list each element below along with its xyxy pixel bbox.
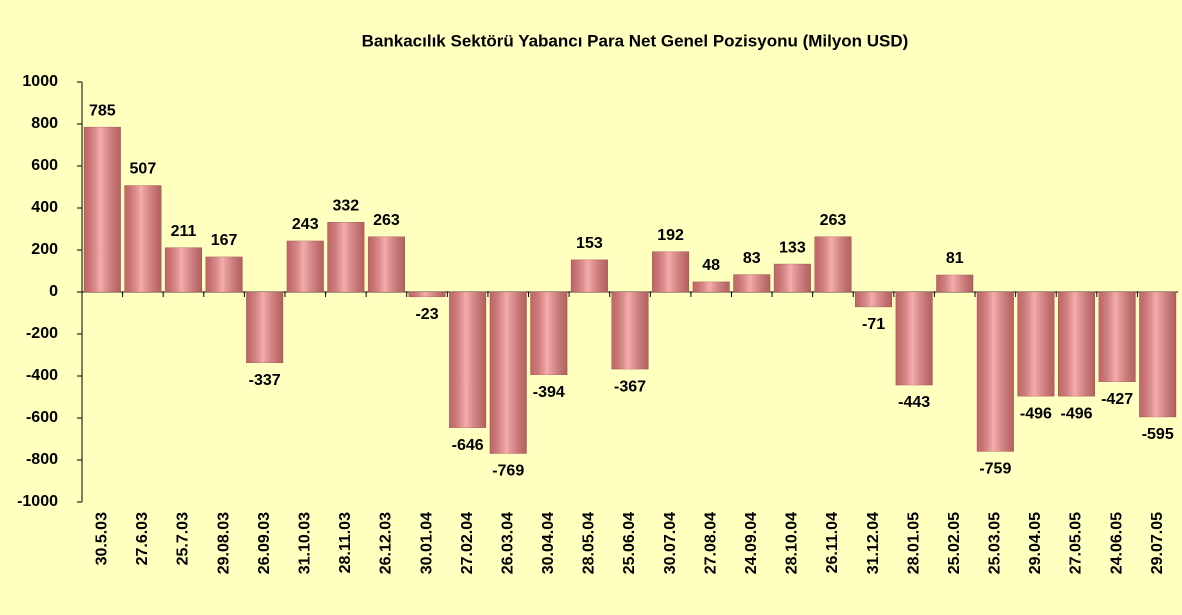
data-label: 332 xyxy=(333,197,360,214)
bar xyxy=(246,291,284,364)
data-label: 81 xyxy=(946,250,964,267)
bar xyxy=(286,240,324,293)
data-label: -394 xyxy=(533,384,565,401)
y-tick-label: -600 xyxy=(26,409,58,426)
x-tick-label: 31.12.04 xyxy=(865,512,882,574)
bar xyxy=(652,251,690,293)
y-tick-label: -1000 xyxy=(17,493,58,510)
x-tick-label: 29.08.03 xyxy=(215,512,232,574)
data-label: -769 xyxy=(492,463,524,480)
bar xyxy=(855,291,893,308)
x-tick-label: 27.05.05 xyxy=(1068,512,1085,574)
data-label: -646 xyxy=(452,437,484,454)
x-tick-label: 28.10.04 xyxy=(784,512,801,574)
y-tick-label: 1000 xyxy=(22,73,58,90)
bar xyxy=(1098,291,1136,382)
data-label: 133 xyxy=(779,239,806,256)
y-tick-label: 0 xyxy=(49,283,58,300)
x-tick-label: 30.07.04 xyxy=(662,512,679,574)
data-label: -595 xyxy=(1142,426,1174,443)
bar xyxy=(570,259,608,293)
data-label: -496 xyxy=(1061,405,1093,422)
data-label: 243 xyxy=(292,216,319,233)
x-tick-label: 24.09.04 xyxy=(743,512,760,574)
bar xyxy=(530,291,568,375)
data-label: 167 xyxy=(211,232,238,249)
x-tick-label: 26.03.04 xyxy=(499,512,516,574)
bar xyxy=(692,281,730,293)
data-label: 507 xyxy=(130,161,157,178)
bar xyxy=(733,274,771,293)
data-label: 263 xyxy=(373,212,400,229)
y-tick-label: 600 xyxy=(31,157,58,174)
x-tick-label: 29.07.05 xyxy=(1149,512,1166,574)
x-tick-label: 26.09.03 xyxy=(256,512,273,574)
data-label: 785 xyxy=(89,102,116,119)
data-label: 153 xyxy=(576,235,603,252)
x-tick-label: 28.05.04 xyxy=(581,512,598,574)
data-label: 83 xyxy=(743,250,761,267)
x-tick-label: 30.01.04 xyxy=(418,512,435,574)
x-tick-label: 27.08.04 xyxy=(702,512,719,574)
x-tick-label: 25.7.03 xyxy=(175,512,192,565)
data-label: -71 xyxy=(862,316,885,333)
data-label: -367 xyxy=(614,378,646,395)
bar xyxy=(367,236,405,293)
bar xyxy=(611,291,649,370)
bar xyxy=(936,274,974,293)
x-tick-label: 25.03.05 xyxy=(987,512,1004,574)
data-label: 263 xyxy=(820,212,847,229)
x-tick-label: 25.02.05 xyxy=(946,512,963,574)
data-label: -496 xyxy=(1020,405,1052,422)
chart-title: Bankacılık Sektörü Yabancı Para Net Gene… xyxy=(362,31,909,50)
bar xyxy=(408,291,446,298)
x-tick-label: 26.11.04 xyxy=(824,512,841,574)
data-label: -427 xyxy=(1101,391,1133,408)
data-label: -443 xyxy=(898,394,930,411)
y-tick-label: -200 xyxy=(26,325,58,342)
y-tick-label: 800 xyxy=(31,115,58,132)
y-tick-label: -800 xyxy=(26,451,58,468)
data-label: -759 xyxy=(979,461,1011,478)
bar xyxy=(773,263,811,293)
bar xyxy=(1139,291,1177,418)
data-label: 192 xyxy=(657,227,684,244)
bar xyxy=(205,256,243,293)
x-tick-label: 28.11.03 xyxy=(337,512,354,574)
bar xyxy=(976,291,1014,452)
y-tick-label: -400 xyxy=(26,367,58,384)
data-label: -337 xyxy=(249,372,281,389)
data-label: -23 xyxy=(415,306,438,323)
x-tick-label: 26.12.03 xyxy=(378,512,395,574)
x-tick-label: 31.10.03 xyxy=(296,512,313,574)
bar xyxy=(1058,291,1096,397)
x-tick-label: 27.02.04 xyxy=(459,512,476,574)
bar xyxy=(489,291,527,454)
x-tick-label: 30.04.04 xyxy=(540,512,557,574)
y-tick-label: 200 xyxy=(31,241,58,258)
x-tick-label: 30.5.03 xyxy=(94,512,111,565)
x-tick-label: 28.01.05 xyxy=(905,512,922,574)
x-tick-label: 29.04.05 xyxy=(1027,512,1044,574)
bar xyxy=(1017,291,1055,397)
bar xyxy=(814,236,852,293)
bar xyxy=(83,126,121,293)
bar xyxy=(327,222,365,293)
bar xyxy=(449,291,487,428)
bar xyxy=(164,247,202,293)
data-label: 211 xyxy=(171,223,197,240)
x-tick-label: 25.06.04 xyxy=(621,512,638,574)
bar xyxy=(124,185,162,293)
y-tick-label: 400 xyxy=(31,199,58,216)
bar xyxy=(895,291,933,386)
x-tick-label: 24.06.05 xyxy=(1108,512,1125,574)
data-label: 48 xyxy=(702,257,720,274)
x-tick-label: 27.6.03 xyxy=(134,512,151,565)
